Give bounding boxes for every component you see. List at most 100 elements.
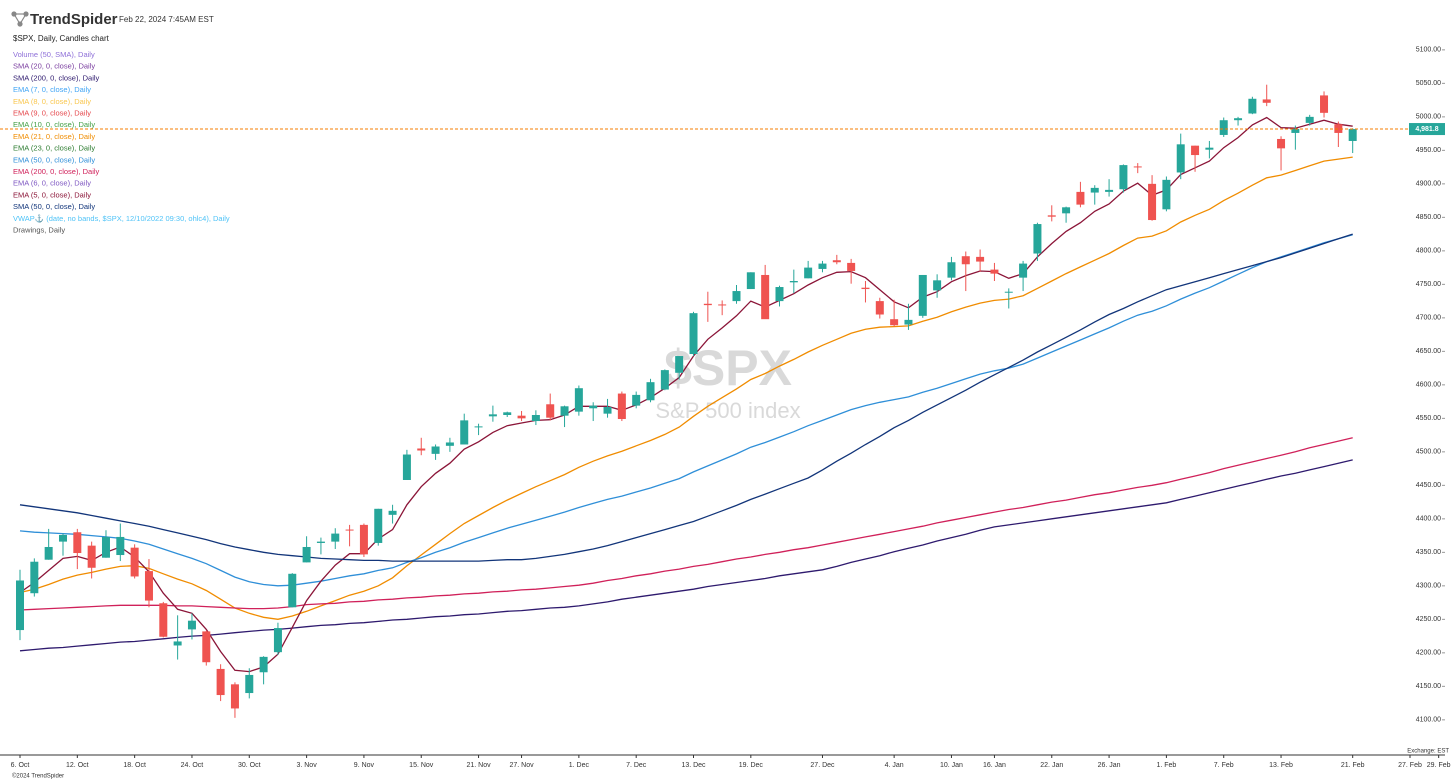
candle-body [976, 256, 985, 262]
candle-body [574, 388, 583, 412]
candle-body [775, 287, 784, 302]
x-tick-label: 27. Nov [509, 762, 534, 769]
candle-body [1219, 120, 1228, 135]
candle-body [431, 446, 440, 454]
y-tick-label: 4700.00 [1416, 315, 1441, 322]
legend-entry: EMA (23, 0, close), Daily [13, 144, 95, 153]
y-tick-label: 4800.00 [1416, 248, 1441, 255]
candle-body [918, 274, 927, 316]
candle-body [847, 262, 856, 271]
x-tick-label: 9. Nov [354, 762, 375, 769]
candle-body [761, 274, 770, 320]
candle-body [1234, 118, 1243, 121]
candle-body [1033, 224, 1042, 254]
candle-body [173, 641, 182, 646]
candle-body [288, 573, 297, 608]
candle-body [589, 405, 598, 409]
candle-body [961, 256, 970, 265]
last-price-label: 4,981.8 [1415, 126, 1438, 133]
x-tick-label: 30. Oct [238, 762, 261, 769]
y-tick-label: 4650.00 [1416, 348, 1441, 355]
candle-body [1148, 183, 1157, 221]
candle-body [345, 529, 354, 531]
x-tick-label: 19. Dec [739, 762, 764, 769]
x-tick-label: 7. Dec [626, 762, 647, 769]
candle-body [660, 370, 669, 390]
y-tick-label: 4350.00 [1416, 549, 1441, 556]
candle-body [804, 267, 813, 279]
candle-body [861, 287, 870, 290]
x-tick-label: 27. Dec [810, 762, 835, 769]
legend-entry: VWAP⚓ (date, no bands, $SPX, 12/10/2022 … [13, 214, 230, 223]
candle-body [517, 415, 526, 419]
candle-body [1334, 124, 1343, 133]
x-tick-label: 3. Nov [296, 762, 317, 769]
candle-body [718, 304, 727, 306]
y-tick-label: 4900.00 [1416, 181, 1441, 188]
x-tick-label: 1. Dec [569, 762, 590, 769]
candle-body [302, 546, 311, 563]
x-tick-label: 22. Jan [1040, 762, 1063, 769]
candle-body [789, 281, 798, 283]
brand: TrendSpider [30, 11, 118, 28]
candle-body [16, 580, 24, 631]
legend-entry: EMA (21, 0, close), Daily [13, 132, 95, 141]
candle-body [560, 406, 569, 416]
candle-body [503, 412, 512, 415]
candle-body [130, 547, 139, 577]
candle-body [474, 426, 483, 428]
candle-body [273, 628, 282, 653]
indicator-line [19, 116, 1353, 673]
candle-body [1019, 263, 1028, 278]
legend-entry: EMA (5, 0, close), Daily [13, 190, 91, 199]
x-tick-label: 7. Feb [1214, 762, 1234, 769]
candle-body [1205, 147, 1214, 150]
candle-body [732, 291, 741, 302]
legend-entry: Drawings, Daily [13, 225, 65, 234]
indicator-line [19, 234, 1353, 587]
candle-body [1090, 187, 1099, 193]
watermark: $SPX [664, 340, 792, 396]
chart-title: $SPX, Daily, Candles chart [13, 34, 110, 43]
candle-body [947, 262, 956, 278]
candle-body [531, 414, 540, 422]
y-tick-label: 4850.00 [1416, 214, 1441, 221]
candle-body [632, 394, 641, 406]
candle-body [402, 454, 411, 480]
y-tick-label: 4150.00 [1416, 683, 1441, 690]
candle-body [703, 303, 712, 306]
candle-body [316, 541, 325, 543]
candle-body [617, 393, 626, 420]
x-tick-label: 16. Jan [983, 762, 1006, 769]
x-tick-label: 13. Feb [1269, 762, 1293, 769]
candle-body [1076, 191, 1085, 205]
legend-entry: EMA (200, 0, close), Daily [13, 167, 100, 176]
y-tick-label: 4400.00 [1416, 516, 1441, 523]
candle-body [603, 406, 612, 414]
candle-body [1348, 129, 1357, 141]
candle-body [144, 571, 153, 601]
x-tick-label: 4. Jan [885, 762, 904, 769]
candle-body [44, 546, 53, 560]
plot: 4100.00 4150.00 4200.00 4250.00 4300.00 4350.… [0, 47, 1451, 769]
x-tick-label: 27. Feb [1398, 762, 1422, 769]
x-tick-label: 6. Oct [11, 762, 30, 769]
legend-entry: SMA (50, 0, close), Daily [13, 202, 95, 211]
x-tick-label: 15. Nov [409, 762, 434, 769]
y-tick-label: 4600.00 [1416, 382, 1441, 389]
candle-body [116, 536, 125, 556]
x-tick-label: 21. Feb [1341, 762, 1365, 769]
candle-body [417, 448, 426, 451]
candle-body [374, 508, 383, 543]
x-tick-label: 21. Nov [466, 762, 491, 769]
candle-body [1105, 189, 1114, 192]
x-tick-label: 26. Jan [1098, 762, 1121, 769]
timestamp: Feb 22, 2024 7:45AM EST [119, 15, 214, 24]
candle-body [159, 603, 168, 637]
candle-body [1062, 207, 1071, 214]
candle-body [216, 668, 225, 696]
y-tick-label: 5000.00 [1416, 114, 1441, 121]
x-tick-label: 1. Feb [1156, 762, 1176, 769]
y-tick-label: 4950.00 [1416, 147, 1441, 154]
y-tick-label: 4450.00 [1416, 482, 1441, 489]
